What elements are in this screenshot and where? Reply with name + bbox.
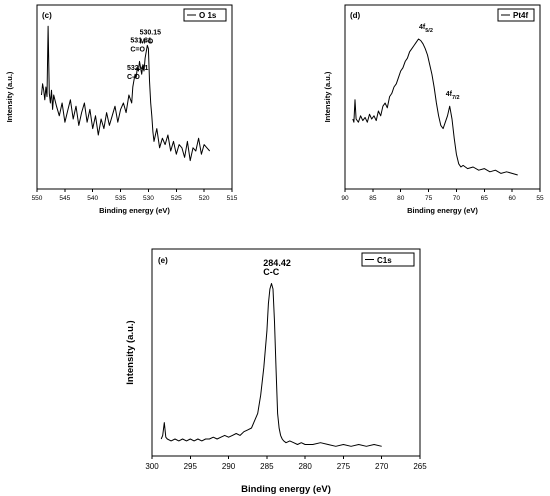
spectrum-line (41, 25, 211, 162)
x-tick-label: 535 (115, 195, 126, 202)
chart-panel-e: 300 295 290 285 280 275 270 265 Binding energy (… (125, 248, 427, 495)
peak-annotation: 4f5/2 (419, 24, 433, 34)
legend: C1s (361, 252, 415, 267)
peak-annotation-value: 530.15 (140, 30, 162, 37)
x-tick-label: 85 (369, 195, 377, 202)
x-tick-label: 280 (298, 462, 312, 471)
y-axis-label: Intensity (a.u.) (5, 71, 14, 122)
peak-annotation-bond: M-O (140, 39, 154, 46)
peak-annotation-value: 531.81 (130, 38, 152, 45)
peak-annotation-bond: C-O (127, 74, 140, 81)
x-tick-label: 275 (337, 462, 351, 471)
x-tick-label: 540 (87, 195, 98, 202)
chart-panel-c: 550 545 540 535 530 525 520 515 Binding energy (… (5, 4, 238, 215)
x-tick-label: 300 (145, 462, 159, 471)
x-tick-label: 520 (199, 195, 210, 202)
x-tick-label: 90 (341, 195, 349, 202)
x-tick-label: 75 (425, 195, 433, 202)
x-tick-label: 530 (143, 195, 154, 202)
x-tick-label: 265 (413, 462, 427, 471)
spectrum-line (352, 38, 518, 176)
peak-annotation-value: 284.42 (263, 258, 291, 268)
x-tick-label: 285 (260, 462, 274, 471)
legend-box (183, 8, 227, 22)
panel-label: (e) (158, 256, 168, 265)
legend-label: O 1s (199, 11, 217, 20)
x-axis-label: Binding energy (eV) (407, 206, 478, 215)
x-tick-label: 545 (59, 195, 70, 202)
y-axis-label: Intensity (a.u.) (323, 71, 332, 122)
chart-panel-d: 90 85 80 75 70 65 60 55 Binding energy (eV) Inten… (323, 4, 544, 215)
x-tick-label: 60 (509, 195, 517, 202)
legend-label: C1s (377, 256, 392, 265)
legend: Pt4f (497, 8, 535, 22)
plot-frame (151, 248, 421, 457)
legend: O 1s (183, 8, 227, 22)
x-axis-label: Binding energy (eV) (241, 484, 331, 495)
spectrum-line (160, 283, 382, 447)
x-tick-label: 70 (453, 195, 461, 202)
peak-annotation-value: 532.41 (127, 65, 149, 72)
legend-box (361, 252, 415, 267)
x-axis-label: Binding energy (eV) (99, 206, 170, 215)
legend-label: Pt4f (513, 11, 528, 20)
x-tick-label: 290 (222, 462, 236, 471)
peak-annotation-bond: C-C (263, 267, 279, 277)
y-axis-label: Intensity (a.u.) (125, 320, 136, 384)
panel-label: (d) (350, 11, 361, 20)
x-tick-label: 515 (227, 195, 238, 202)
plot-frame (36, 4, 233, 190)
peak-annotation: 4f7/2 (446, 91, 460, 101)
x-tick-label: 295 (184, 462, 198, 471)
x-tick-label: 65 (481, 195, 489, 202)
x-tick-label: 80 (397, 195, 405, 202)
panel-label: (c) (42, 11, 52, 20)
plot-frame (344, 4, 541, 190)
x-tick-label: 550 (32, 195, 43, 202)
x-tick-label: 270 (375, 462, 389, 471)
x-tick-label: 525 (171, 195, 182, 202)
x-tick-label: 55 (536, 195, 544, 202)
peak-annotation-bond: C=O (130, 47, 145, 54)
legend-box (497, 8, 535, 22)
